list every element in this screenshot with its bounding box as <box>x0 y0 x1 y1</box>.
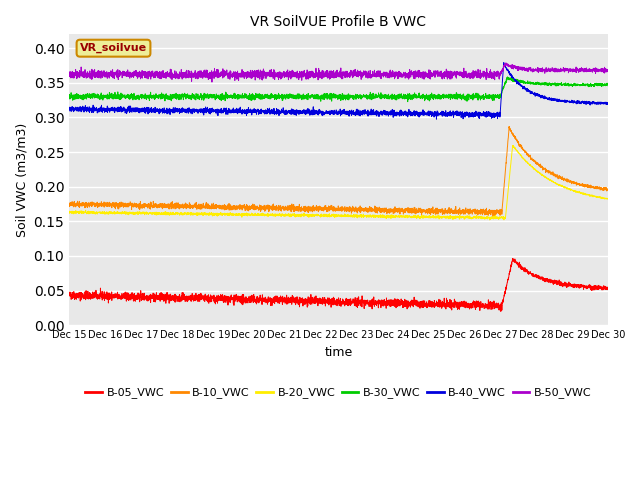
B-50_VWC <box>391 74 399 80</box>
Line: B-50_VWC: B-50_VWC <box>69 63 608 82</box>
Line: B-30_VWC: B-30_VWC <box>69 77 608 102</box>
B-30_VWC <box>65 95 73 100</box>
B-20_VWC <box>509 143 516 148</box>
Line: B-20_VWC: B-20_VWC <box>69 145 608 220</box>
B-40_VWC <box>401 108 408 114</box>
B-05_VWC <box>65 291 73 297</box>
Legend: B-05_VWC, B-10_VWC, B-20_VWC, B-30_VWC, B-40_VWC, B-50_VWC: B-05_VWC, B-10_VWC, B-20_VWC, B-30_VWC, … <box>81 383 596 403</box>
B-20_VWC <box>604 195 612 201</box>
B-10_VWC <box>216 204 223 209</box>
B-10_VWC <box>391 206 399 212</box>
B-05_VWC <box>604 286 611 291</box>
B-05_VWC <box>180 297 188 302</box>
B-50_VWC <box>553 69 561 74</box>
Line: B-05_VWC: B-05_VWC <box>69 259 608 312</box>
B-40_VWC <box>216 109 223 115</box>
B-05_VWC <box>497 309 505 314</box>
B-50_VWC <box>604 67 611 72</box>
B-05_VWC <box>391 304 399 310</box>
B-30_VWC <box>504 74 511 80</box>
B-05_VWC <box>509 256 516 262</box>
B-10_VWC <box>401 209 408 215</box>
B-30_VWC <box>401 92 408 98</box>
B-20_VWC <box>65 210 73 216</box>
B-10_VWC <box>505 124 513 130</box>
B-40_VWC <box>604 100 611 106</box>
B-10_VWC <box>180 201 188 207</box>
B-30_VWC <box>216 96 223 102</box>
B-40_VWC <box>553 97 561 103</box>
B-50_VWC <box>65 71 73 77</box>
B-20_VWC <box>180 210 188 216</box>
B-40_VWC <box>391 109 399 115</box>
B-20_VWC <box>486 217 493 223</box>
B-10_VWC <box>553 173 561 179</box>
B-30_VWC <box>404 99 412 105</box>
B-30_VWC <box>391 96 399 102</box>
B-05_VWC <box>553 282 561 288</box>
Text: VR_soilvue: VR_soilvue <box>80 43 147 53</box>
B-05_VWC <box>216 295 223 301</box>
B-50_VWC <box>216 71 223 77</box>
B-40_VWC <box>500 60 508 65</box>
Line: B-10_VWC: B-10_VWC <box>69 127 608 216</box>
B-30_VWC <box>553 82 561 87</box>
Y-axis label: Soil VWC (m3/m3): Soil VWC (m3/m3) <box>15 122 28 237</box>
B-10_VWC <box>604 187 611 192</box>
B-30_VWC <box>180 94 188 99</box>
X-axis label: time: time <box>324 346 353 359</box>
B-40_VWC <box>180 106 188 112</box>
B-50_VWC <box>180 71 188 76</box>
Title: VR SoilVUE Profile B VWC: VR SoilVUE Profile B VWC <box>250 15 426 29</box>
Line: B-40_VWC: B-40_VWC <box>69 62 608 119</box>
B-40_VWC <box>433 116 440 122</box>
B-40_VWC <box>65 105 73 110</box>
B-50_VWC <box>604 69 612 74</box>
B-20_VWC <box>553 181 561 187</box>
B-05_VWC <box>401 299 408 305</box>
B-05_VWC <box>604 284 612 290</box>
B-10_VWC <box>489 214 497 219</box>
B-20_VWC <box>604 196 611 202</box>
B-20_VWC <box>216 212 223 217</box>
B-50_VWC <box>502 60 509 66</box>
B-10_VWC <box>604 187 612 193</box>
B-30_VWC <box>604 82 611 88</box>
B-20_VWC <box>401 214 408 220</box>
B-40_VWC <box>604 101 612 107</box>
B-20_VWC <box>391 214 399 219</box>
B-50_VWC <box>208 79 216 85</box>
B-50_VWC <box>401 72 408 78</box>
B-10_VWC <box>65 201 73 207</box>
B-30_VWC <box>604 83 612 88</box>
